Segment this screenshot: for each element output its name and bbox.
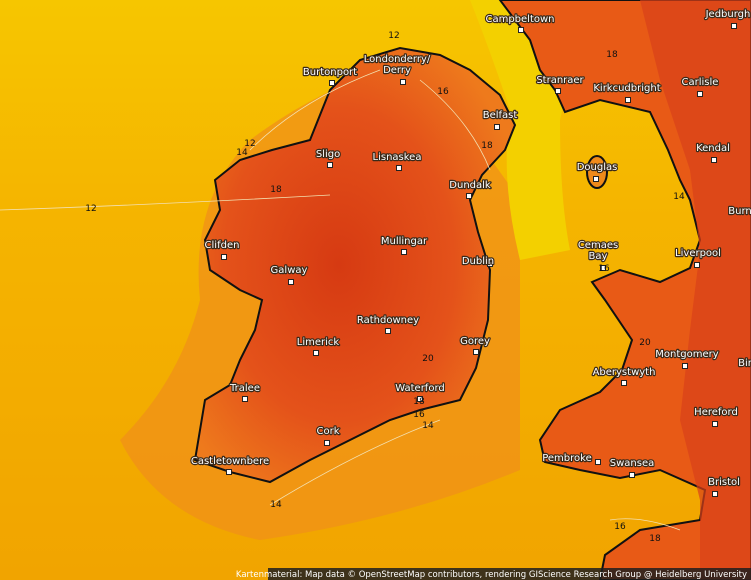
contour-label: 18: [413, 397, 425, 407]
isle-of-man: [586, 155, 608, 189]
place-label: Burn: [728, 206, 751, 217]
place-label: Hereford: [694, 407, 738, 418]
place-marker: [313, 350, 319, 356]
place-marker: [221, 254, 227, 260]
place-label: Burtonport: [303, 67, 357, 78]
place-marker: [385, 328, 391, 334]
attribution: Kartenmaterial: Map data © OpenStreetMap…: [236, 570, 747, 580]
contour-label: 12: [85, 204, 96, 214]
contour-label: 16: [614, 522, 626, 532]
place-marker: [466, 193, 472, 199]
place-marker: [731, 23, 737, 29]
contour-label: 18: [270, 185, 282, 195]
contour-label: 16: [413, 410, 425, 420]
ireland: [193, 46, 517, 484]
contour-label: 16: [598, 264, 610, 274]
place-marker: [400, 79, 406, 85]
place-label: Waterford: [395, 383, 444, 394]
contour-label: 20: [639, 338, 651, 348]
warm-land-zone: [640, 0, 751, 580]
contour-label: 14: [422, 421, 434, 431]
place-marker: [327, 162, 333, 168]
place-label: Tralee: [229, 383, 260, 394]
place-marker: [712, 421, 718, 427]
place-marker: [518, 27, 524, 33]
place-marker: [494, 124, 500, 130]
place-label: Cork: [316, 426, 339, 437]
place-label: Montgomery: [655, 349, 718, 360]
place-marker: [694, 262, 700, 268]
place-label: Bristol: [708, 477, 740, 488]
place-marker: [625, 97, 631, 103]
place-marker: [288, 279, 294, 285]
place-label: Douglas: [577, 162, 618, 173]
place-label: Gorey: [460, 336, 490, 347]
contour-label: 12: [244, 139, 255, 149]
contour-label: 14: [236, 148, 248, 158]
place-marker: [682, 363, 688, 369]
place-marker: [697, 91, 703, 97]
place-label: Jedburgh: [705, 9, 751, 20]
place-label: Rathdowney: [357, 315, 419, 326]
place-marker: [712, 491, 718, 497]
place-label: Galway: [271, 265, 308, 276]
contour-label: 18: [606, 50, 618, 60]
place-marker: [417, 396, 423, 402]
place-label: Carlisle: [682, 77, 719, 88]
place-marker: [329, 80, 335, 86]
contour-label: 12: [388, 31, 399, 41]
place-marker: [621, 380, 627, 386]
place-marker: [226, 469, 232, 475]
place-marker: [242, 396, 248, 402]
place-marker: [629, 472, 635, 478]
place-label: Limerick: [297, 337, 340, 348]
place-label: Belfast: [483, 110, 518, 121]
place-marker: [555, 88, 561, 94]
contour-label: 18: [649, 534, 661, 544]
place-label: Castletownbere: [191, 456, 269, 467]
place-label: Londonderry/: [364, 54, 431, 65]
place-label: Pembroke: [542, 453, 592, 464]
place-label: Bay: [589, 251, 608, 262]
place-label: Dublin: [462, 256, 494, 267]
place-marker: [487, 261, 493, 267]
attribution-bar: [268, 568, 751, 580]
isotherm: [0, 69, 681, 531]
place-label: Campbeltown: [485, 14, 554, 25]
place-label: Lisnaskea: [373, 152, 422, 163]
contour-label: 14: [270, 500, 282, 510]
place-label: Mullingar: [381, 236, 428, 247]
place-marker: [595, 459, 601, 465]
place-marker: [711, 157, 717, 163]
contour-label: 20: [422, 354, 434, 364]
contour-label: 16: [437, 87, 449, 97]
place-label: Bir: [738, 358, 751, 369]
place-marker: [473, 349, 479, 355]
place-marker: [401, 249, 407, 255]
contour-label: 18: [481, 141, 493, 151]
place-label: Aberystwyth: [593, 367, 656, 378]
place-label: Liverpool: [675, 248, 721, 259]
place-label: Stranraer: [536, 75, 584, 86]
place-label: Derry: [383, 65, 411, 76]
contour-label: 14: [673, 192, 685, 202]
place-label: Swansea: [610, 458, 654, 469]
place-marker: [324, 440, 330, 446]
place-marker: [593, 176, 599, 182]
place-label: Kirkcudbright: [593, 83, 660, 94]
place-label: Sligo: [316, 149, 340, 160]
place-label: Clifden: [205, 240, 240, 251]
place-label: Kendal: [696, 143, 730, 154]
place-marker: [600, 265, 606, 271]
place-label: Dundalk: [449, 180, 491, 191]
place-marker: [396, 165, 402, 171]
place-label: Cemaes: [578, 240, 618, 251]
